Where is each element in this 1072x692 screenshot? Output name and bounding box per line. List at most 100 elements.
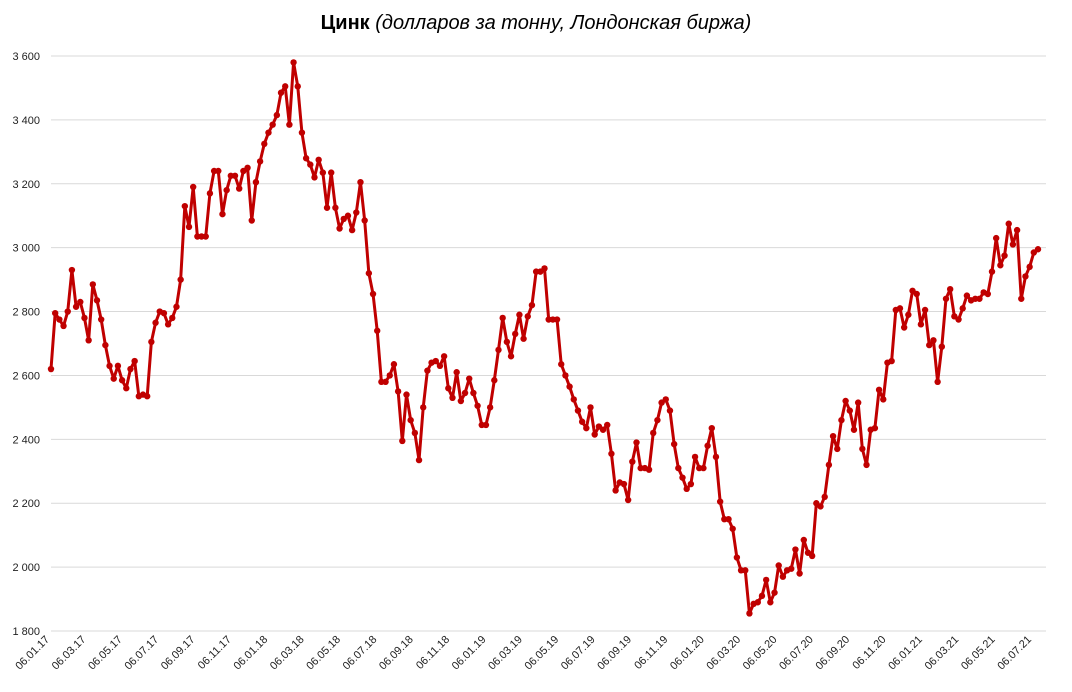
- data-point: [512, 330, 519, 338]
- data-point: [683, 485, 690, 493]
- data-point: [461, 389, 469, 397]
- series-zinc: [47, 59, 1042, 617]
- data-point: [666, 407, 674, 414]
- x-tick-label: 06.03.20: [704, 634, 743, 673]
- data-point: [578, 418, 586, 425]
- data-point: [353, 209, 360, 216]
- data-point: [307, 161, 314, 168]
- data-point: [854, 399, 862, 406]
- data-point: [620, 480, 628, 488]
- data-point: [733, 554, 741, 561]
- data-point: [60, 322, 67, 330]
- data-point: [946, 285, 954, 293]
- data-point: [767, 599, 774, 606]
- data-point: [825, 461, 833, 469]
- data-point: [56, 316, 63, 323]
- data-point: [432, 357, 439, 365]
- data-point: [938, 343, 946, 350]
- data-point: [817, 503, 824, 510]
- data-point: [361, 217, 368, 224]
- y-tick-label: 2 400: [12, 434, 40, 446]
- data-point: [311, 174, 318, 181]
- data-point: [332, 204, 339, 211]
- data-point: [541, 265, 548, 272]
- data-point: [491, 377, 498, 384]
- data-point: [896, 305, 904, 312]
- x-tick-label: 06.05.21: [959, 634, 998, 673]
- data-point: [838, 416, 845, 424]
- data-point: [574, 407, 582, 414]
- data-point: [390, 361, 398, 368]
- data-point: [369, 290, 377, 298]
- data-point: [850, 426, 858, 433]
- data-point: [762, 576, 770, 584]
- data-point: [374, 327, 381, 334]
- data-point: [528, 301, 536, 309]
- data-point: [236, 185, 243, 192]
- data-point: [357, 178, 364, 186]
- x-tick-label: 06.05.19: [523, 634, 562, 673]
- data-point: [399, 437, 406, 445]
- data-point: [1026, 263, 1033, 271]
- y-tick-label: 3 600: [12, 51, 40, 63]
- data-point: [436, 362, 444, 370]
- data-point: [89, 281, 97, 288]
- data-point: [394, 388, 402, 395]
- data-point: [290, 59, 297, 66]
- data-point: [127, 365, 134, 373]
- data-point: [72, 303, 80, 310]
- data-point: [382, 378, 389, 386]
- data-point: [169, 314, 176, 322]
- data-point: [164, 321, 172, 328]
- data-point: [926, 341, 933, 349]
- data-point: [449, 394, 456, 402]
- data-point: [365, 270, 373, 277]
- data-point: [675, 464, 682, 472]
- data-point: [863, 461, 870, 469]
- x-tick-label: 06.09.18: [377, 634, 416, 673]
- data-point: [800, 536, 807, 544]
- data-point: [553, 316, 561, 323]
- data-point: [942, 295, 950, 302]
- data-point: [503, 338, 511, 346]
- x-tick-label: 06.05.17: [86, 634, 125, 673]
- y-tick-label: 3 200: [12, 179, 40, 191]
- x-axis-labels: 06.01.1706.03.1706.05.1706.07.1706.09.17…: [13, 634, 1034, 673]
- data-point: [231, 172, 239, 179]
- data-point: [244, 164, 251, 172]
- data-point: [624, 496, 632, 504]
- data-point: [775, 562, 782, 569]
- data-point: [114, 362, 122, 370]
- data-point: [499, 314, 506, 322]
- data-point: [921, 306, 929, 314]
- data-point: [700, 464, 707, 472]
- y-tick-label: 2 600: [12, 370, 40, 382]
- data-point: [206, 190, 214, 197]
- data-point: [608, 450, 615, 457]
- data-point: [411, 429, 419, 437]
- data-point: [880, 396, 887, 403]
- x-tick-label: 06.03.17: [50, 634, 89, 673]
- data-point: [1009, 241, 1017, 248]
- data-point: [558, 361, 565, 368]
- data-point: [662, 396, 669, 403]
- x-tick-label: 06.07.21: [995, 634, 1034, 673]
- data-point: [265, 129, 272, 136]
- data-point: [679, 474, 686, 481]
- data-point: [963, 292, 971, 299]
- x-tick-label: 06.01.21: [886, 634, 925, 673]
- y-tick-label: 3 400: [12, 115, 40, 127]
- x-tick-label: 06.01.20: [668, 634, 707, 673]
- data-point: [888, 357, 895, 365]
- data-point: [248, 217, 255, 224]
- data-point: [85, 337, 92, 344]
- data-point: [273, 111, 281, 119]
- data-point: [984, 290, 992, 298]
- data-point: [152, 319, 159, 326]
- data-point: [336, 225, 343, 232]
- data-point: [708, 424, 715, 432]
- x-tick-label: 06.09.20: [814, 634, 853, 673]
- x-tick-label: 06.11.20: [850, 634, 888, 672]
- data-point: [1018, 295, 1025, 302]
